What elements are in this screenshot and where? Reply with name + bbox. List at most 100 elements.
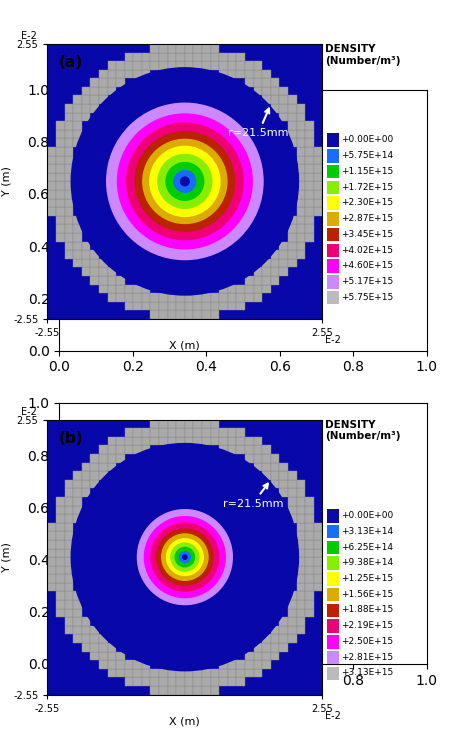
Bar — [219, 437, 228, 445]
Bar — [314, 548, 322, 557]
Bar — [237, 52, 245, 61]
Bar — [245, 293, 254, 301]
Bar — [142, 437, 151, 445]
Bar — [288, 233, 297, 242]
Bar — [193, 44, 202, 52]
Bar — [314, 181, 322, 190]
Text: DENSITY
(Number/m³): DENSITY (Number/m³) — [325, 420, 400, 442]
Bar — [262, 454, 271, 463]
Bar — [176, 44, 185, 52]
Bar — [64, 574, 73, 583]
Bar — [305, 583, 314, 592]
Bar — [64, 233, 73, 242]
Y-axis label: Y (m): Y (m) — [2, 542, 12, 572]
Bar — [64, 207, 73, 216]
Bar — [64, 173, 73, 181]
Bar — [185, 437, 193, 445]
Bar — [305, 506, 314, 514]
Bar — [237, 284, 245, 293]
Bar — [271, 104, 279, 113]
Bar — [47, 557, 56, 565]
Bar — [56, 523, 64, 531]
Bar — [314, 523, 322, 531]
Circle shape — [143, 140, 227, 224]
Bar — [91, 626, 99, 634]
Bar — [305, 181, 314, 190]
Bar — [125, 69, 133, 78]
Bar — [305, 540, 314, 548]
Bar — [262, 259, 271, 267]
Bar — [185, 428, 193, 437]
Bar — [73, 609, 82, 617]
Bar — [254, 454, 262, 463]
Circle shape — [181, 177, 189, 186]
Bar — [99, 284, 108, 293]
Bar — [142, 52, 151, 61]
Bar — [245, 276, 254, 284]
Bar — [64, 548, 73, 557]
Bar — [99, 634, 108, 643]
Bar — [314, 173, 322, 181]
Bar — [108, 69, 116, 78]
Bar — [91, 78, 99, 87]
Bar — [142, 677, 151, 686]
Bar — [271, 259, 279, 267]
Text: +1.72E+15: +1.72E+15 — [341, 183, 393, 192]
Bar — [91, 643, 99, 652]
Bar — [288, 225, 297, 233]
Bar — [125, 428, 133, 437]
Bar — [116, 669, 125, 677]
Bar — [64, 497, 73, 506]
Bar — [99, 267, 108, 276]
Text: +3.45E+15: +3.45E+15 — [341, 230, 393, 239]
Bar — [133, 437, 142, 445]
Bar — [56, 592, 64, 600]
Bar — [297, 617, 305, 626]
Bar — [297, 489, 305, 497]
Bar — [151, 301, 159, 310]
Bar — [279, 480, 288, 489]
Circle shape — [137, 510, 232, 604]
Bar — [185, 52, 193, 61]
Bar — [297, 242, 305, 250]
Bar — [125, 61, 133, 69]
Bar — [64, 156, 73, 164]
Bar — [210, 44, 219, 52]
Bar — [297, 164, 305, 173]
Bar — [56, 147, 64, 156]
Bar — [73, 122, 82, 130]
Bar — [82, 471, 91, 480]
Bar — [151, 420, 159, 428]
Bar — [185, 293, 193, 301]
Bar — [305, 207, 314, 216]
Bar — [185, 44, 193, 52]
Bar — [64, 139, 73, 147]
Bar — [56, 233, 64, 242]
Bar — [56, 583, 64, 592]
Bar — [314, 207, 322, 216]
Bar — [73, 233, 82, 242]
Bar — [297, 233, 305, 242]
Bar — [168, 301, 176, 310]
Bar — [64, 617, 73, 626]
Bar — [142, 293, 151, 301]
Bar — [133, 428, 142, 437]
Bar — [185, 677, 193, 686]
Bar — [47, 198, 56, 207]
Bar — [168, 44, 176, 52]
Bar — [297, 156, 305, 164]
Bar — [56, 557, 64, 565]
Bar — [56, 506, 64, 514]
Bar — [297, 130, 305, 139]
Bar — [327, 260, 339, 273]
Bar — [228, 428, 237, 437]
Bar — [133, 284, 142, 293]
Bar — [314, 531, 322, 540]
Bar — [108, 454, 116, 463]
Bar — [271, 480, 279, 489]
Text: +3.13E+14: +3.13E+14 — [341, 527, 393, 536]
Bar — [47, 181, 56, 190]
Bar — [297, 480, 305, 489]
Bar — [91, 652, 99, 660]
Bar — [73, 626, 82, 634]
